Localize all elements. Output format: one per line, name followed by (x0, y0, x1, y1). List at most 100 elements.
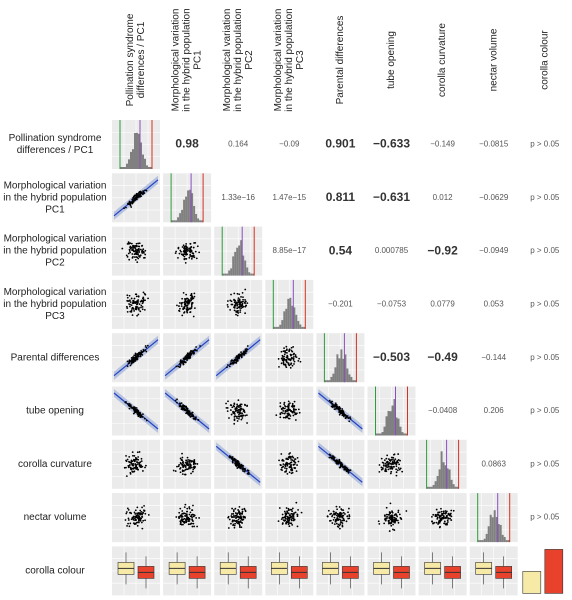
point (132, 467, 135, 470)
point (292, 359, 295, 361)
point (141, 527, 144, 530)
point (234, 460, 237, 463)
point (232, 510, 235, 513)
point (243, 470, 246, 473)
point (237, 399, 240, 402)
bar (522, 571, 542, 594)
point (226, 303, 229, 306)
point (241, 513, 244, 515)
point (192, 297, 195, 300)
point (131, 359, 133, 361)
point (246, 422, 248, 424)
point (275, 414, 278, 417)
point (179, 457, 182, 460)
point (236, 417, 239, 420)
point (194, 349, 197, 351)
histogram-bar (340, 349, 343, 383)
histogram-bar (348, 374, 351, 383)
point (283, 510, 286, 513)
point (134, 518, 137, 521)
point (244, 298, 246, 301)
point (141, 465, 144, 468)
point (185, 245, 188, 248)
point (187, 464, 190, 467)
point (342, 466, 345, 469)
point (278, 365, 280, 368)
point (175, 365, 178, 368)
point (292, 407, 295, 410)
point (196, 525, 199, 528)
point (184, 261, 187, 264)
correlation-label: p > 0.05 (530, 300, 560, 309)
point (334, 402, 337, 405)
histogram-bar (246, 267, 249, 276)
point (391, 510, 393, 513)
point (387, 458, 390, 460)
point (132, 515, 135, 518)
point (387, 465, 390, 468)
point (450, 515, 453, 518)
point (237, 309, 240, 312)
point (126, 294, 129, 297)
point (332, 518, 335, 521)
point (390, 524, 393, 527)
point (143, 417, 146, 420)
point (328, 456, 331, 459)
point (288, 358, 291, 361)
point (233, 524, 236, 527)
point (231, 303, 234, 306)
point (190, 298, 193, 301)
point (172, 469, 175, 472)
point (445, 512, 448, 514)
point (186, 307, 188, 309)
point (147, 297, 149, 300)
point (452, 509, 455, 512)
histogram-bar (187, 190, 190, 223)
point (130, 206, 133, 208)
point (132, 361, 135, 364)
correlation-label: −0.0815 (479, 140, 509, 149)
point (238, 513, 241, 516)
point (232, 361, 234, 364)
point (144, 299, 146, 302)
point (183, 250, 186, 253)
point (447, 517, 450, 520)
point (134, 509, 137, 512)
histogram-bar (291, 305, 294, 329)
point (192, 468, 195, 471)
point (331, 515, 333, 518)
point (336, 508, 339, 511)
row-label: in the hybrid population (3, 192, 106, 203)
correlation-label: −0.503 (373, 350, 410, 364)
point (125, 466, 127, 469)
point (133, 250, 136, 253)
point (296, 456, 299, 459)
histogram-bar (332, 373, 335, 383)
point (391, 511, 394, 514)
point (229, 404, 232, 406)
histogram-bar (487, 526, 490, 543)
point (233, 514, 235, 517)
point (240, 296, 242, 298)
point (237, 463, 240, 466)
point (238, 526, 241, 529)
point (226, 366, 228, 369)
point (238, 505, 241, 508)
point (341, 524, 344, 527)
point (244, 305, 247, 308)
point (288, 514, 291, 517)
point (277, 520, 280, 523)
point (236, 304, 239, 307)
point (281, 522, 284, 524)
point (284, 465, 287, 468)
point (335, 511, 337, 514)
point (286, 412, 289, 415)
point (242, 296, 244, 299)
point (129, 245, 132, 248)
point (135, 198, 138, 201)
point (378, 523, 381, 525)
histogram-bar (226, 273, 229, 276)
point (126, 524, 128, 527)
point (183, 506, 186, 509)
point (182, 462, 185, 465)
